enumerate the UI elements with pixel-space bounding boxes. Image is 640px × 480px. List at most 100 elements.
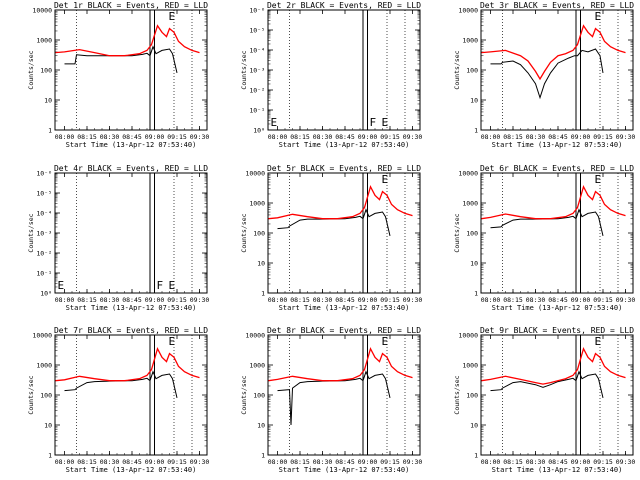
y-tick-label: 100: [40, 67, 52, 75]
y-axis-label: Counts/sec: [240, 213, 248, 252]
x-tick-label: 09:30: [403, 296, 423, 304]
y-tick-label: 10⁻⁶: [36, 170, 52, 178]
x-tick-label: 08:30: [313, 296, 333, 304]
y-tick-label: 100: [466, 230, 478, 238]
x-tick-label: 08:45: [122, 296, 142, 304]
y-tick-label: 100: [466, 67, 478, 75]
panel-title: Det 1r BLACK = Events, RED = LLD: [54, 1, 208, 10]
panel-title: Det 3r BLACK = Events, RED = LLD: [480, 1, 634, 10]
y-tick-label: 10⁻³: [36, 230, 52, 238]
series-lld-line: [481, 24, 626, 81]
y-tick-label: 10⁻¹: [36, 270, 52, 278]
plot-frame: [54, 9, 208, 131]
y-tick-label: 10⁰: [40, 290, 52, 298]
plot-frame: [267, 334, 421, 456]
y-tick-label: 10000: [245, 332, 265, 340]
y-tick-label: 10⁻⁴: [36, 210, 52, 218]
y-tick-label: 100: [466, 392, 478, 400]
x-tick-label: 08:45: [122, 458, 142, 466]
x-tick-label: 09:15: [380, 296, 400, 304]
panel-title: Det 8r BLACK = Events, RED = LLD: [267, 326, 421, 335]
flag-marker: E: [271, 116, 278, 129]
x-tick-label: 08:15: [290, 296, 310, 304]
x-tick-label: 08:15: [503, 458, 523, 466]
x-axis-label: Start Time (13-Apr-12 07:53:40): [66, 141, 197, 149]
x-tick-label: 08:00: [481, 458, 501, 466]
panel-det-2r: Det 2r BLACK = Events, RED = LLD 10⁰ 10⁻¹ 1…: [240, 1, 422, 149]
flag-marker: E: [58, 279, 65, 292]
flag-marker: E: [169, 10, 176, 23]
x-tick-label: 08:45: [335, 133, 355, 141]
series-lld-line: [481, 184, 626, 220]
x-tick-label: 08:15: [290, 133, 310, 141]
y-tick-label: 10⁻³: [249, 67, 265, 75]
y-tick-label: 1: [474, 127, 478, 135]
x-tick-label: 08:30: [526, 133, 546, 141]
y-axis-label: Counts/sec: [453, 375, 461, 414]
flag-marker: E: [595, 173, 602, 186]
y-tick-label: 10000: [458, 332, 478, 340]
x-tick-label: 08:45: [335, 458, 355, 466]
x-tick-label: 08:15: [503, 133, 523, 141]
x-tick-label: 09:15: [380, 458, 400, 466]
flag-marker: E: [595, 10, 602, 23]
panel-title: Det 7r BLACK = Events, RED = LLD: [54, 326, 208, 335]
x-tick-label: 08:00: [268, 458, 288, 466]
y-axis-label: Counts/sec: [453, 50, 461, 89]
y-tick-label: 10⁰: [253, 127, 265, 135]
x-axis-label: Start Time (13-Apr-12 07:53:40): [492, 466, 623, 474]
panel-det-8r: Det 8r BLACK = Events, RED = LLD 1 10 100 10…: [240, 326, 422, 474]
panel-det-3r: Det 3r BLACK = Events, RED = LLD 1 10 100 10…: [453, 1, 635, 149]
x-tick-label: 08:00: [55, 296, 75, 304]
x-tick-label: 09:15: [593, 296, 613, 304]
y-axis-label: Counts/sec: [27, 375, 35, 414]
y-tick-label: 10⁻⁵: [36, 190, 52, 198]
flag-marker: F: [157, 279, 164, 292]
y-axis-label: Counts/sec: [27, 50, 35, 89]
panel-title: Det 2r BLACK = Events, RED = LLD: [267, 1, 421, 10]
series-lld-line: [481, 346, 626, 385]
x-axis-label: Start Time (13-Apr-12 07:53:40): [66, 304, 197, 312]
y-tick-label: 10: [44, 422, 52, 430]
series-events-line: [277, 370, 391, 426]
x-tick-label: 09:00: [358, 133, 378, 141]
y-axis-label: Counts/sec: [453, 213, 461, 252]
x-tick-label: 08:15: [503, 296, 523, 304]
y-tick-label: 10: [257, 422, 265, 430]
x-tick-label: 08:45: [548, 458, 568, 466]
panel-title: Det 6r BLACK = Events, RED = LLD: [480, 164, 634, 173]
x-tick-label: 08:00: [268, 133, 288, 141]
y-tick-label: 10000: [245, 170, 265, 178]
y-tick-label: 10⁻⁴: [249, 47, 265, 55]
y-tick-label: 1: [48, 452, 52, 460]
x-tick-label: 09:15: [593, 458, 613, 466]
series-events-line: [490, 370, 604, 399]
panel-det-6r: Det 6r BLACK = Events, RED = LLD 1 10 100 10…: [453, 164, 635, 312]
plot-frame: [267, 172, 421, 294]
y-tick-label: 1000: [462, 362, 478, 370]
flag-marker: E: [169, 335, 176, 348]
x-tick-label: 09:00: [571, 458, 591, 466]
panel-det-7r: Det 7r BLACK = Events, RED = LLD 1 10 100 10…: [27, 326, 209, 474]
x-tick-label: 08:00: [481, 296, 501, 304]
panel-det-4r: Det 4r BLACK = Events, RED = LLD 10⁰ 10⁻¹ 1…: [27, 164, 209, 312]
y-tick-label: 10: [470, 422, 478, 430]
x-tick-label: 09:15: [167, 458, 187, 466]
x-tick-label: 08:30: [100, 458, 120, 466]
panel-det-9r: Det 9r BLACK = Events, RED = LLD 1 10 100 10…: [453, 326, 635, 474]
x-tick-label: 09:30: [403, 458, 423, 466]
series-events-line: [490, 48, 604, 100]
y-tick-label: 10000: [32, 332, 52, 340]
x-tick-label: 08:15: [77, 296, 97, 304]
y-tick-label: 1: [474, 452, 478, 460]
y-axis-label: Counts/sec: [27, 213, 35, 252]
x-tick-label: 08:30: [526, 458, 546, 466]
y-tick-label: 1000: [249, 362, 265, 370]
x-tick-label: 08:30: [313, 133, 333, 141]
x-axis-label: Start Time (13-Apr-12 07:53:40): [492, 304, 623, 312]
y-tick-label: 10: [44, 97, 52, 105]
flag-marker: E: [169, 279, 176, 292]
panel-det-5r: Det 5r BLACK = Events, RED = LLD 1 10 100 10…: [240, 164, 422, 312]
plot-frame: [480, 334, 634, 456]
